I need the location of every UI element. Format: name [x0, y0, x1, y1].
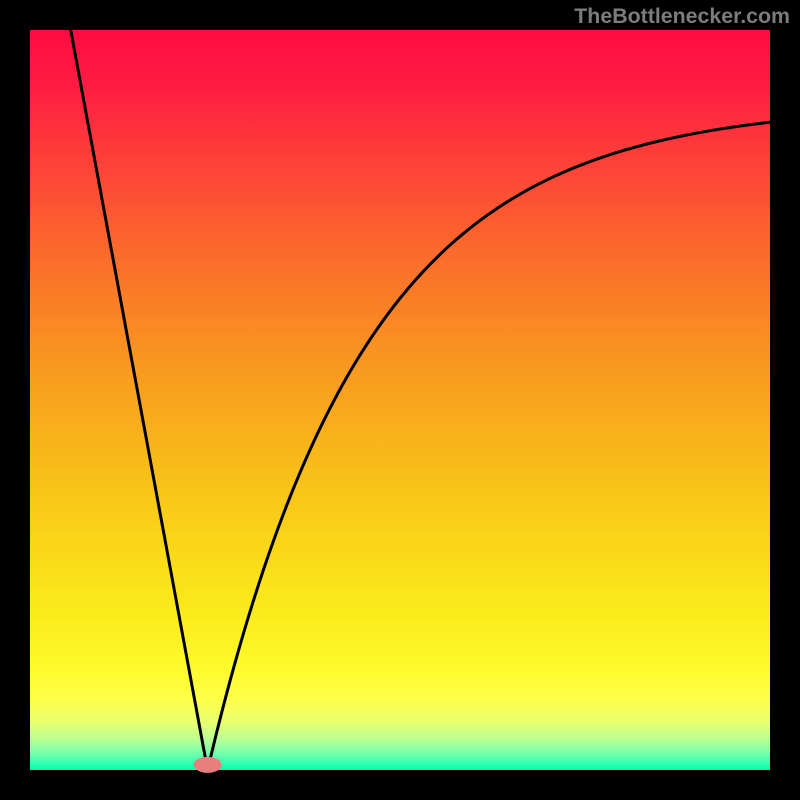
watermark-text: TheBottlenecker.com: [574, 4, 790, 29]
chart-container: TheBottlenecker.com: [0, 0, 800, 800]
bottleneck-chart: [0, 0, 800, 800]
optimal-point-marker: [194, 757, 222, 773]
